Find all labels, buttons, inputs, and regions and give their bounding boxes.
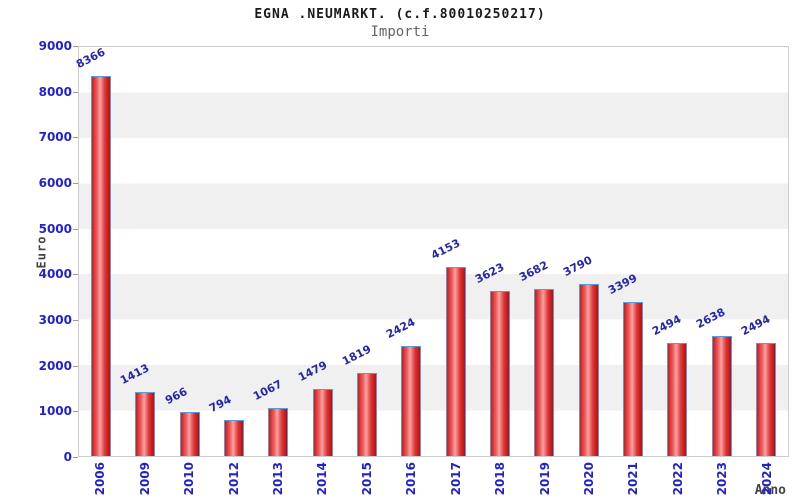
y-tick-mark	[73, 320, 78, 322]
x-tick-label: 2013	[270, 462, 285, 496]
y-axis: 0 1000 2000 3000 4000 5000 6000 7000 8000 9000	[0, 39, 78, 464]
y-tick-label: 2000	[38, 358, 72, 373]
bar-2020	[578, 283, 599, 456]
x-tick-label: 2014	[315, 462, 330, 496]
bar-2015	[357, 373, 378, 456]
bar-2013	[268, 407, 289, 456]
bar-slot: 2424	[384, 47, 433, 456]
bar-2012	[224, 419, 245, 456]
y-tick-label: 0	[63, 450, 72, 464]
y-tick-mark	[73, 183, 78, 185]
bar-slot: 966	[163, 47, 212, 456]
bar-value-label: 1067	[251, 377, 285, 403]
bar-value-label: 3790	[561, 253, 595, 279]
bar-value-label: 3682	[517, 258, 551, 284]
bar-2014	[312, 388, 333, 456]
x-tick-label: 2010	[182, 462, 197, 496]
y-tick-mark	[73, 457, 78, 458]
y-tick-mark	[73, 411, 78, 413]
bar-value-label: 1413	[118, 361, 152, 387]
bar-value-label: 2424	[384, 315, 418, 341]
bar-2009	[135, 391, 156, 456]
y-tick-label: 9000	[38, 39, 72, 53]
plot-area: 8366 1413 966 794 1067 1479 1819 2424 4153 3623 36…	[74, 45, 789, 457]
x-tick-label: 2021	[626, 462, 641, 496]
x-axis-title: Anno	[754, 483, 786, 498]
bar-value-label: 2494	[738, 312, 772, 338]
y-tick-label: 3000	[38, 313, 72, 328]
bar-2018	[489, 291, 510, 456]
bar-value-label: 794	[207, 392, 234, 415]
bar-slot: 8366	[74, 45, 123, 456]
bar-slot: 3623	[473, 47, 522, 456]
x-tick-label: 2018	[493, 462, 508, 496]
y-tick-mark	[73, 274, 78, 276]
y-tick-label: 8000	[38, 84, 72, 99]
bar-slot: 1819	[340, 47, 389, 456]
y-tick-mark	[73, 137, 78, 139]
bar-slot: 4153	[429, 47, 478, 456]
x-tick-label: 2019	[537, 462, 552, 496]
bar-2022	[667, 342, 688, 456]
y-tick-label: 4000	[38, 267, 72, 282]
bar-slot: 3790	[562, 47, 610, 456]
bar-value-label: 2494	[650, 312, 684, 338]
bar-2006	[91, 75, 112, 456]
y-tick-label: 1000	[38, 404, 72, 419]
y-tick-label: 7000	[38, 130, 72, 145]
chart-title: EGNA .NEUMARKT. (c.f.80010250217)	[254, 7, 546, 22]
y-tick-mark	[73, 46, 78, 47]
y-tick-mark	[73, 365, 78, 367]
bar-slot: 1067	[251, 47, 300, 456]
bar-2023	[711, 336, 732, 456]
x-tick-label: 2012	[226, 462, 241, 496]
bar-slot: 1479	[296, 47, 345, 456]
y-tick-label: 5000	[38, 221, 72, 236]
bar-value-label: 4153	[428, 236, 462, 263]
bar-slot: 2494	[739, 47, 788, 456]
bar-value-label: 3623	[472, 260, 507, 287]
x-tick-label: 2015	[359, 462, 374, 496]
bar-2019	[534, 288, 555, 456]
bar-slot: 3399	[606, 47, 655, 456]
bar-slot: 3682	[517, 47, 566, 456]
bar-value-label: 8366	[74, 45, 108, 71]
x-tick-label: 2020	[582, 462, 597, 496]
bar-value-label: 1479	[295, 358, 329, 384]
x-tick-label: 2022	[670, 462, 685, 496]
bar-slot: 2638	[694, 47, 743, 456]
x-tick-label: 2023	[715, 462, 730, 496]
bar-2016	[401, 345, 422, 456]
y-tick-mark	[73, 91, 78, 93]
y-tick-mark	[73, 228, 78, 230]
bar-2010	[179, 412, 200, 456]
bar-slot: 794	[207, 47, 256, 456]
bar-slot: 1413	[118, 47, 167, 456]
bar-value-label: 1819	[339, 342, 374, 369]
bar-2024	[755, 342, 776, 456]
bar-value-label: 966	[162, 385, 190, 408]
x-tick-label: 2006	[93, 462, 108, 496]
y-tick-label: 6000	[38, 176, 72, 191]
bar-value-label: 3399	[605, 271, 640, 297]
bar-2017	[445, 267, 466, 456]
bar-slot: 2494	[650, 47, 699, 456]
x-tick-label: 2024	[759, 462, 774, 496]
bar-2021	[622, 301, 643, 456]
x-axis: Anno 2006 2009 2010 2012 2013 2014 2015 2016 201…	[78, 458, 789, 500]
x-tick-label: 2016	[404, 462, 419, 496]
x-tick-label: 2009	[137, 462, 152, 496]
chart-subtitle: Importi	[370, 24, 430, 40]
bar-value-label: 2638	[694, 305, 728, 332]
x-tick-label: 2017	[448, 462, 463, 496]
